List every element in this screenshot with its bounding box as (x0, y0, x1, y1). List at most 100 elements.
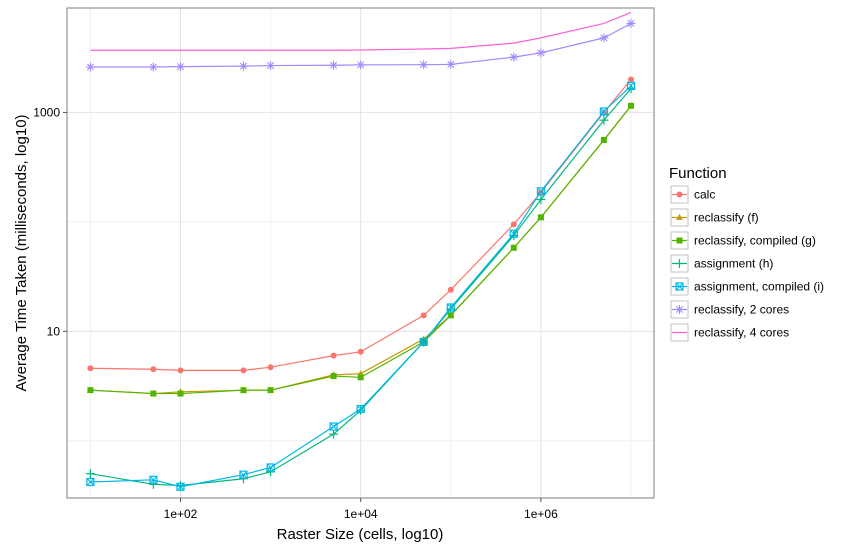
asterisk-marker-d2 (627, 19, 635, 28)
legend-title: Function (669, 165, 727, 182)
series-reclassify-4-cores (90, 11, 632, 51)
data-point (600, 136, 607, 143)
asterisk-marker-d2 (239, 62, 248, 70)
data-point (536, 195, 546, 205)
square-marker-shape (357, 374, 364, 381)
data-point (87, 365, 94, 372)
data-point (357, 348, 364, 355)
square-cross-b (329, 422, 338, 431)
data-point (266, 463, 275, 472)
square-cross-b (446, 303, 455, 312)
asterisk-marker-d2 (447, 60, 455, 68)
data-point (599, 33, 609, 43)
y-tick-label: 10 (47, 324, 61, 338)
data-point (85, 469, 95, 479)
legend-item: calc (670, 185, 715, 204)
data-point (536, 187, 545, 196)
square-outline-marker (239, 470, 248, 479)
asterisk-marker-d2 (600, 34, 608, 42)
data-point (446, 59, 456, 69)
square-marker-shape (150, 390, 157, 397)
x-tick-label: 1e+04 (344, 507, 378, 521)
data-point (329, 422, 338, 431)
data-point (85, 62, 95, 72)
legend-label: reclassify (f) (694, 211, 759, 225)
data-point (356, 60, 366, 70)
asterisk-marker-d2 (675, 305, 684, 314)
data-point (150, 366, 157, 373)
data-point (447, 312, 454, 319)
data-point (238, 61, 248, 71)
square-outline-marker (86, 477, 95, 487)
series-assignment-compiled-i (86, 81, 636, 491)
data-point (148, 479, 158, 489)
square-outline-marker (675, 282, 684, 291)
series-line (90, 11, 632, 51)
square-outline-marker (509, 229, 518, 238)
legend-label: calc (694, 188, 715, 202)
data-point (627, 76, 634, 83)
data-point (446, 303, 455, 312)
x-tick-label: 1e+02 (164, 507, 198, 521)
square-cross-b (86, 478, 95, 486)
square-outline-marker (149, 475, 158, 484)
circle-marker-shape (267, 364, 274, 371)
data-point (536, 48, 546, 58)
square-marker-shape (240, 387, 247, 394)
asterisk-marker-d2 (176, 63, 185, 71)
square-marker-shape (537, 214, 544, 221)
data-point (175, 62, 185, 72)
data-point (240, 367, 247, 374)
data-point (239, 470, 248, 479)
square-cross-b (627, 81, 635, 90)
legend-item: reclassify, 2 cores (670, 300, 789, 319)
circle-marker-shape (177, 367, 184, 374)
data-point (626, 81, 636, 90)
data-point (510, 221, 517, 228)
asterisk-marker-d2 (86, 63, 94, 71)
square-marker-shape (627, 102, 634, 109)
square-outline-marker (356, 404, 365, 414)
data-point (149, 475, 158, 484)
square-cross-b (419, 338, 428, 346)
data-point (419, 337, 428, 347)
square-outline-marker (536, 187, 545, 196)
x-tick-label: 1e+06 (524, 507, 558, 521)
square-marker-shape (510, 244, 517, 251)
square-cross-b (600, 107, 608, 116)
square-cross-b (239, 470, 248, 479)
circle-marker-shape (150, 366, 157, 373)
data-point (266, 467, 276, 477)
data-point (356, 404, 365, 414)
data-point (509, 229, 518, 238)
data-point (627, 102, 634, 109)
grid-lines (67, 8, 654, 498)
data-point (509, 52, 519, 62)
square-outline-marker (176, 482, 185, 491)
circle-marker-shape (676, 191, 683, 198)
square-cross-b (356, 405, 365, 413)
asterisk-marker-d2 (330, 61, 338, 69)
legend-key-marker (676, 213, 683, 220)
square-outline-marker (419, 337, 428, 347)
series-reclassify-compiled-g (87, 102, 634, 397)
square-outline-marker (626, 81, 636, 90)
square-cross-b (149, 475, 158, 484)
asterisk-marker-d2 (537, 49, 545, 57)
square-cross-b (675, 282, 684, 291)
data-point (329, 60, 339, 70)
square-cross-b (266, 463, 275, 472)
circle-marker-shape (330, 352, 337, 359)
data-point (148, 62, 158, 72)
legend-label: reclassify, 2 cores (694, 303, 789, 317)
data-point (420, 312, 427, 319)
square-outline-marker (599, 107, 608, 116)
asterisk-marker-d2 (420, 61, 428, 69)
circle-marker-shape (627, 76, 634, 83)
data-point (177, 367, 184, 374)
square-cross-b (509, 229, 518, 238)
circle-marker-shape (87, 365, 94, 372)
circle-marker-shape (420, 312, 427, 319)
data-point (537, 214, 544, 221)
